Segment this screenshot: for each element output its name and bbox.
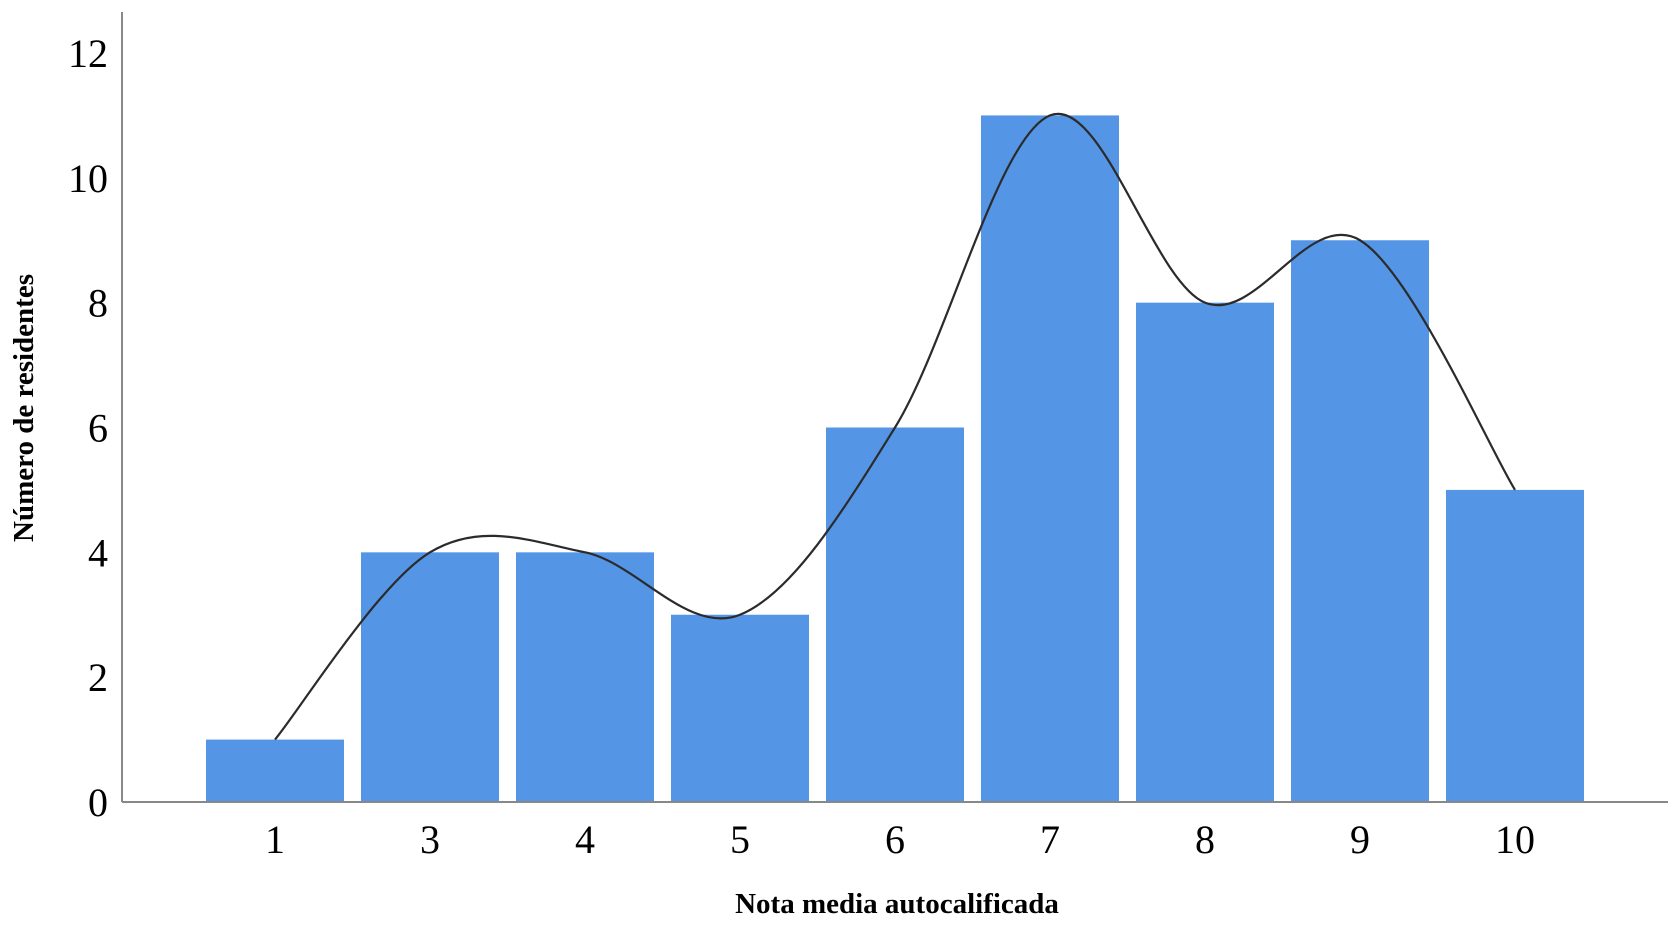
y-tick-label-12: 12 [68,31,108,76]
x-tick-label-1: 1 [265,817,285,862]
density-curve [274,112,1516,741]
x-ticks-layer: 1 3 4 5 6 7 8 9 10 [265,817,1535,862]
bar-10 [1446,489,1584,802]
y-tick-label-4: 4 [88,530,108,575]
bar-1 [206,739,344,802]
x-tick-label-8: 8 [1195,817,1215,862]
y-tick-label-10: 10 [68,156,108,201]
x-tick-label-5: 5 [730,817,750,862]
bars-layer [206,115,1584,802]
bar-8 [1136,302,1274,802]
y-axis-title: Número de residentes [8,274,40,542]
x-tick-label-10: 10 [1495,817,1535,862]
x-tick-label-7: 7 [1040,817,1060,862]
y-tick-label-8: 8 [88,281,108,326]
x-tick-label-6: 6 [885,817,905,862]
bar-5 [671,614,809,802]
x-tick-label-4: 4 [575,817,595,862]
bar-9 [1291,240,1429,802]
y-tick-label-6: 6 [88,406,108,451]
y-tick-label-0: 0 [88,780,108,825]
bar-4 [516,552,654,802]
bar-7 [981,115,1119,802]
x-tick-label-9: 9 [1350,817,1370,862]
bar-6 [826,427,964,802]
y-ticks-layer: 0 2 4 6 8 10 12 [68,31,108,825]
bar-3 [361,552,499,802]
x-axis-title: Nota media autocalificada [735,888,1059,920]
y-tick-label-2: 2 [88,655,108,700]
x-tick-label-3: 3 [420,817,440,862]
